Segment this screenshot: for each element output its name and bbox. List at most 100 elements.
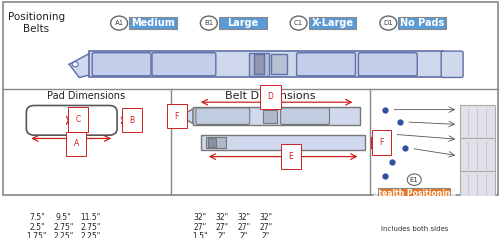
Bar — [175, 223, 189, 232]
Text: Stealth Positioning
Belt Mounting
Hardware: Stealth Positioning Belt Mounting Hardwa… — [373, 188, 456, 218]
Bar — [77, 232, 104, 238]
Bar — [398, 17, 446, 29]
Bar — [233, 213, 254, 223]
Text: 11.5": 11.5" — [80, 213, 101, 223]
Text: 1.5": 1.5" — [192, 232, 208, 238]
Text: D: D — [178, 213, 185, 223]
Bar — [233, 223, 254, 232]
Text: Pad Dimensions: Pad Dimensions — [47, 91, 126, 101]
Text: 32": 32" — [194, 213, 206, 223]
Text: Med: Med — [27, 204, 47, 213]
Text: 2.5": 2.5" — [29, 223, 44, 232]
Text: B1: B1 — [204, 20, 214, 26]
Bar — [77, 213, 104, 223]
Text: 2.25": 2.25" — [54, 232, 74, 238]
Text: Medium: Medium — [131, 18, 175, 28]
Bar — [206, 137, 226, 148]
Bar — [89, 51, 443, 78]
Text: F: F — [379, 138, 384, 147]
Bar — [254, 232, 276, 238]
Text: 32": 32" — [237, 213, 250, 223]
Text: 7.5": 7.5" — [29, 213, 44, 223]
Text: A: A — [14, 213, 20, 223]
Text: E1: E1 — [410, 177, 418, 183]
Bar — [308, 17, 356, 29]
Text: D: D — [268, 92, 274, 101]
Bar — [270, 55, 286, 74]
Circle shape — [110, 16, 128, 30]
Bar — [50, 204, 77, 213]
Bar — [50, 223, 77, 232]
Text: C1: C1 — [294, 20, 303, 26]
Text: Lg: Lg — [58, 204, 70, 213]
Bar — [254, 223, 276, 232]
FancyBboxPatch shape — [26, 105, 117, 135]
Text: 2": 2" — [240, 232, 248, 238]
Bar — [211, 204, 233, 213]
Text: XL: XL — [238, 204, 250, 213]
Text: B: B — [14, 223, 20, 232]
Bar — [24, 232, 50, 238]
Bar — [208, 139, 216, 147]
Text: E: E — [288, 152, 293, 161]
Bar — [50, 213, 77, 223]
Bar — [460, 171, 495, 204]
Text: 1.75": 1.75" — [26, 232, 47, 238]
Text: 32": 32" — [215, 213, 228, 223]
Bar — [129, 17, 177, 29]
Bar — [254, 55, 264, 74]
Circle shape — [380, 16, 397, 30]
Text: D1: D1 — [384, 20, 393, 26]
Bar — [262, 110, 276, 123]
Bar — [248, 53, 268, 76]
Bar — [460, 105, 495, 139]
FancyBboxPatch shape — [196, 108, 250, 124]
Bar — [193, 107, 360, 125]
Text: F: F — [174, 112, 179, 121]
Text: C: C — [76, 115, 81, 124]
Bar — [10, 204, 24, 213]
Text: 2.75": 2.75" — [80, 223, 101, 232]
Bar — [77, 204, 104, 213]
Text: C: C — [76, 115, 81, 124]
FancyBboxPatch shape — [280, 108, 330, 124]
Bar — [254, 213, 276, 223]
Bar — [175, 232, 189, 238]
Circle shape — [72, 62, 78, 67]
Text: 2": 2" — [218, 232, 226, 238]
Bar — [24, 213, 50, 223]
Bar — [175, 204, 189, 213]
Text: XL: XL — [85, 204, 96, 213]
FancyBboxPatch shape — [92, 53, 151, 76]
Text: Includes both sides: Includes both sides — [380, 226, 448, 232]
FancyBboxPatch shape — [296, 53, 356, 76]
Text: Large: Large — [227, 18, 258, 28]
Text: 2": 2" — [262, 232, 270, 238]
Circle shape — [290, 16, 307, 30]
Bar — [211, 213, 233, 223]
Text: 27": 27" — [194, 223, 206, 232]
Text: No Pads: No Pads — [400, 18, 444, 28]
FancyBboxPatch shape — [441, 51, 463, 78]
Bar — [24, 204, 50, 213]
Text: 9.5": 9.5" — [56, 213, 72, 223]
Text: Lg: Lg — [216, 204, 228, 213]
Bar — [211, 232, 233, 238]
Bar — [189, 213, 211, 223]
FancyBboxPatch shape — [152, 53, 216, 76]
Text: 2.75": 2.75" — [54, 223, 74, 232]
Text: Med: Med — [190, 204, 210, 213]
Text: 27": 27" — [215, 223, 228, 232]
Text: B: B — [130, 116, 134, 125]
Text: 27": 27" — [237, 223, 250, 232]
Text: NP: NP — [259, 204, 272, 213]
Text: X-Large: X-Large — [312, 18, 354, 28]
Bar — [50, 232, 77, 238]
Bar — [175, 213, 189, 223]
Bar — [10, 223, 24, 232]
Bar — [10, 213, 24, 223]
Text: 2.25": 2.25" — [80, 232, 101, 238]
Bar — [77, 223, 104, 232]
Text: C: C — [14, 232, 19, 238]
Text: F: F — [180, 232, 184, 238]
